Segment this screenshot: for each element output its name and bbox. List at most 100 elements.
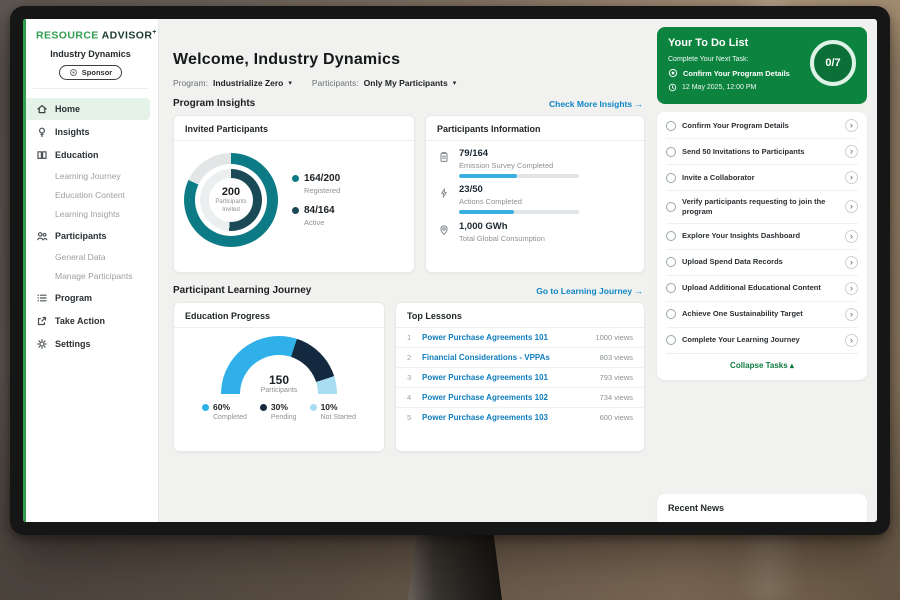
registered-dot-icon [292, 175, 299, 182]
pending-dot-icon [259, 403, 267, 411]
lesson-link[interactable]: Power Purchase Agreements 101 [422, 333, 548, 342]
chevron-right-icon[interactable]: › [845, 333, 858, 347]
sidebar-item-manage-participants[interactable]: Manage Participants [55, 271, 133, 281]
chevron-right-icon[interactable]: › [845, 171, 858, 184]
task-row[interactable]: Upload Spend Data Records › [666, 250, 858, 276]
sidebar-item-participants[interactable]: Participants [23, 225, 150, 247]
sidebar-item-education[interactable]: Education [23, 144, 150, 166]
lesson-link[interactable]: Power Purchase Agreements 103 [422, 413, 548, 422]
task-row[interactable]: Explore Your Insights Dashboard › [666, 224, 858, 250]
task-label: Complete Your Learning Journey [682, 335, 800, 345]
lesson-row: 5 Power Purchase Agreements 103 600 view… [396, 408, 644, 427]
sidebar-item-education-content[interactable]: Education Content [55, 190, 125, 200]
not-started-dot-icon [309, 403, 317, 411]
participants-filter-label: Participants: [311, 78, 359, 88]
clipboard-icon [438, 150, 450, 162]
chevron-down-icon[interactable]: ▾ [288, 80, 292, 87]
lesson-views: 600 views [599, 413, 633, 422]
sidebar-item-settings[interactable]: Settings [23, 333, 150, 355]
sidebar-item-label: Participants [55, 230, 107, 241]
top-lessons-title: Top Lessons [396, 303, 644, 328]
sidebar-item-label: Education [55, 149, 99, 160]
task-checkbox[interactable] [666, 120, 676, 131]
task-row[interactable]: Upload Additional Educational Content › [666, 276, 858, 302]
chevron-right-icon[interactable]: › [845, 119, 858, 132]
lesson-rank: 3 [407, 373, 412, 382]
invited-participants-card: Invited Participants 200 Participants In… [173, 115, 415, 273]
program-filter-label: Program: [173, 78, 208, 88]
lesson-rank: 1 [407, 333, 412, 342]
task-checkbox[interactable] [666, 172, 676, 183]
legend-item-registered: 164/200 Registered [292, 173, 340, 195]
sponsor-icon [69, 68, 77, 76]
sidebar-item-insights[interactable]: Insights [23, 121, 150, 143]
page-title: Welcome, Industry Dynamics [173, 51, 401, 68]
gear-icon [36, 338, 48, 350]
sidebar-item-learning-insights[interactable]: Learning Insights [55, 209, 120, 219]
section-title-program-insights: Program Insights [173, 98, 256, 109]
sidebar-item-learning-journey[interactable]: Learning Journey [55, 171, 121, 181]
sidebar-item-general-data[interactable]: General Data [55, 252, 106, 262]
chevron-right-icon[interactable]: › [845, 255, 858, 269]
program-filter: Program: Industrialize Zero ▾ [173, 78, 292, 88]
bullseye-icon [668, 68, 678, 78]
donut-center-label: Participants Invited [215, 199, 247, 213]
task-checkbox[interactable] [666, 146, 676, 157]
chevron-right-icon[interactable]: › [845, 307, 858, 321]
collapse-tasks-link[interactable]: Collapse Tasks ▴ [730, 360, 794, 370]
participants-information-title: Participants Information [426, 116, 644, 141]
task-label: Invite a Collaborator [682, 172, 755, 182]
task-checkbox[interactable] [666, 257, 676, 267]
lesson-link[interactable]: Power Purchase Agreements 101 [422, 373, 548, 382]
lesson-link[interactable]: Financial Considerations - VPPAs [422, 353, 550, 362]
task-checkbox[interactable] [666, 201, 676, 212]
program-filter-value[interactable]: Industrialize Zero [212, 78, 284, 88]
lesson-row: 3 Power Purchase Agreements 101 793 view… [396, 368, 644, 388]
gauge-center-value: 150 [268, 373, 290, 387]
invited-participants-donut-chart: 200 Participants Invited [184, 153, 278, 247]
filter-bar: Program: Industrialize Zero ▾ Participan… [173, 78, 645, 88]
main-content: Welcome, Industry Dynamics Program: Indu… [159, 19, 653, 522]
go-to-learning-journey-link[interactable]: Go to Learning Journey → [536, 285, 643, 296]
todo-progress-value: 0/7 [825, 57, 841, 69]
todo-due-label: 12 May 2025, 12:00 PM [682, 84, 757, 91]
sidebar-item-take-action[interactable]: Take Action [23, 310, 150, 332]
task-row[interactable]: Achieve One Sustainability Target › [666, 302, 858, 328]
lesson-link[interactable]: Power Purchase Agreements 102 [422, 393, 548, 402]
active-dot-icon [292, 207, 299, 214]
recent-news-header[interactable]: Recent News [657, 494, 867, 522]
chevron-right-icon[interactable]: › [845, 200, 858, 214]
education-progress-title: Education Progress [174, 303, 384, 328]
chevron-down-icon[interactable]: ▾ [452, 80, 457, 87]
legend-label: Registered [304, 186, 341, 195]
todo-next-task[interactable]: Confirm Your Program Details [668, 68, 808, 78]
task-row[interactable]: Confirm Your Program Details › [666, 113, 858, 139]
task-label: Send 50 Invitations to Participants [682, 146, 805, 156]
sidebar-item-home[interactable]: Home [23, 97, 150, 120]
sponsor-badge[interactable]: Sponsor [58, 64, 123, 80]
task-checkbox[interactable] [666, 309, 676, 319]
task-label: Upload Spend Data Records [682, 257, 783, 267]
chevron-right-icon[interactable]: › [845, 145, 858, 158]
participants-filter-value[interactable]: Only My Participants [363, 78, 448, 88]
task-row[interactable]: Complete Your Learning Journey › [666, 328, 858, 354]
sidebar-item-program[interactable]: Program [23, 287, 150, 309]
gauge-legend: 60% Completed 30% Pending 10% Not Starte… [174, 402, 384, 421]
task-row[interactable]: Verify participants requesting to join t… [666, 191, 858, 224]
todo-next-task-label: Confirm Your Program Details [683, 68, 790, 78]
task-checkbox[interactable] [666, 283, 676, 293]
check-more-insights-link[interactable]: Check More Insights → [548, 98, 643, 109]
task-row[interactable]: Invite a Collaborator › [666, 165, 858, 191]
gauge-center-label: Participants [260, 387, 298, 394]
app-logo: RESOURCE ADVISOR+ [23, 19, 158, 46]
task-checkbox[interactable] [666, 335, 676, 345]
chevron-right-icon[interactable]: › [845, 229, 858, 243]
task-label: Verify participants requesting to join t… [682, 197, 826, 216]
screen: RESOURCE ADVISOR+ Industry Dynamics Spon… [23, 19, 877, 522]
legend-label: Pending [270, 414, 297, 421]
lesson-views: 793 views [599, 373, 633, 382]
chevron-right-icon[interactable]: › [845, 281, 858, 295]
top-lessons-card: Top Lessons 1 Power Purchase Agreements … [395, 302, 645, 452]
task-row[interactable]: Send 50 Invitations to Participants › [666, 139, 858, 165]
task-checkbox[interactable] [666, 231, 676, 241]
